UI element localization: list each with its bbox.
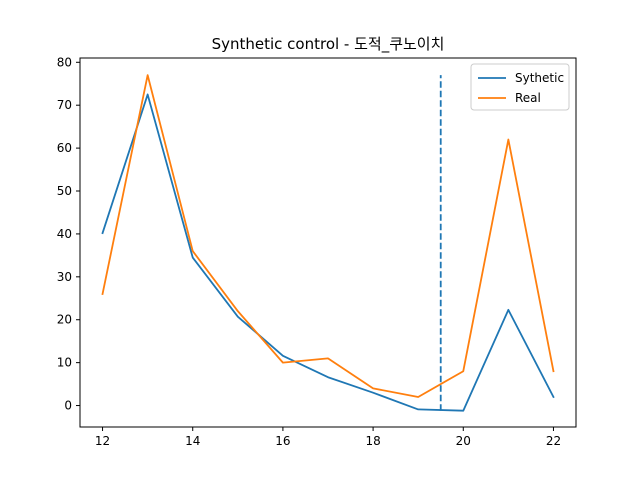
x-tick-label: 16	[275, 434, 290, 448]
x-tick-label: 12	[95, 434, 110, 448]
x-tick-label: 14	[185, 434, 200, 448]
chart-title: Synthetic control - 도적_쿠노이치	[212, 35, 445, 54]
plot-area	[101, 74, 555, 412]
legend-label-real: Real	[515, 91, 541, 105]
axes-frame	[79, 57, 577, 428]
y-tick-label: 40	[57, 227, 72, 241]
x-tick-label: 18	[365, 434, 380, 448]
y-tick-label: 10	[57, 356, 72, 370]
y-tick-label: 60	[57, 141, 72, 155]
y-tick-label: 80	[57, 55, 72, 69]
y-tick-label: 50	[57, 184, 72, 198]
series-line-sythetic	[101, 93, 555, 412]
y-tick-label: 30	[57, 270, 72, 284]
legend: Sythetic Real	[470, 63, 570, 111]
x-tick-label: 20	[456, 434, 471, 448]
y-tick-label: 70	[57, 98, 72, 112]
x-tick-label: 22	[546, 434, 561, 448]
y-tick-label: 0	[64, 399, 72, 413]
axes: 12 14 16 18 20 22 0 10 20 30 40 50 60 70 80	[57, 55, 577, 448]
series-line-real	[101, 74, 555, 398]
legend-label-sythetic: Sythetic	[515, 71, 564, 85]
y-tick-label: 20	[57, 313, 72, 327]
